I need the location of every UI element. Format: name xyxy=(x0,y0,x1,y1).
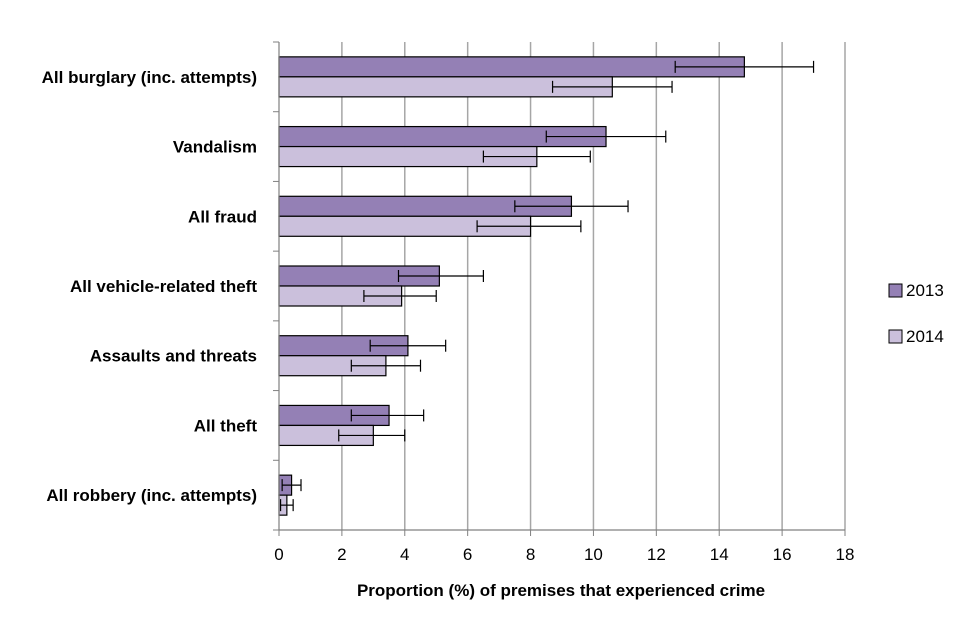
x-axis-title: Proportion (%) of premises that experien… xyxy=(357,581,765,600)
category-label: All robbery (inc. attempts) xyxy=(46,486,257,505)
category-label: Vandalism xyxy=(173,138,257,157)
category-label: All fraud xyxy=(188,207,257,226)
x-tick-label: 6 xyxy=(463,545,472,564)
legend-label-2013: 2013 xyxy=(906,281,944,300)
x-tick-label: 18 xyxy=(836,545,855,564)
x-tick-label: 16 xyxy=(773,545,792,564)
axes xyxy=(273,41,846,536)
category-label: All vehicle-related theft xyxy=(70,277,257,296)
x-tick-label: 10 xyxy=(584,545,603,564)
bar-2013 xyxy=(278,56,745,78)
x-tick-label: 8 xyxy=(526,545,535,564)
legend-swatch-2013 xyxy=(888,283,903,298)
x-tick-labels: 0 2 4 6 8 10 12 14 16 18 xyxy=(274,545,854,564)
bars xyxy=(278,56,745,516)
error-bars xyxy=(279,60,815,512)
x-tick-label: 12 xyxy=(647,545,666,564)
gridlines xyxy=(341,42,846,530)
x-tick-label: 14 xyxy=(710,545,729,564)
x-tick-label: 0 xyxy=(274,545,283,564)
x-tick-label: 2 xyxy=(337,545,346,564)
category-label: Assaults and threats xyxy=(90,347,257,366)
legend: 2013 2014 xyxy=(888,281,944,346)
legend-swatch-2014 xyxy=(888,329,903,344)
category-labels: All burglary (inc. attempts) Vandalism All… xyxy=(42,68,258,505)
category-label: All burglary (inc. attempts) xyxy=(42,68,257,87)
category-label: All theft xyxy=(194,416,258,435)
legend-label-2014: 2014 xyxy=(906,327,944,346)
x-tick-label: 4 xyxy=(400,545,409,564)
